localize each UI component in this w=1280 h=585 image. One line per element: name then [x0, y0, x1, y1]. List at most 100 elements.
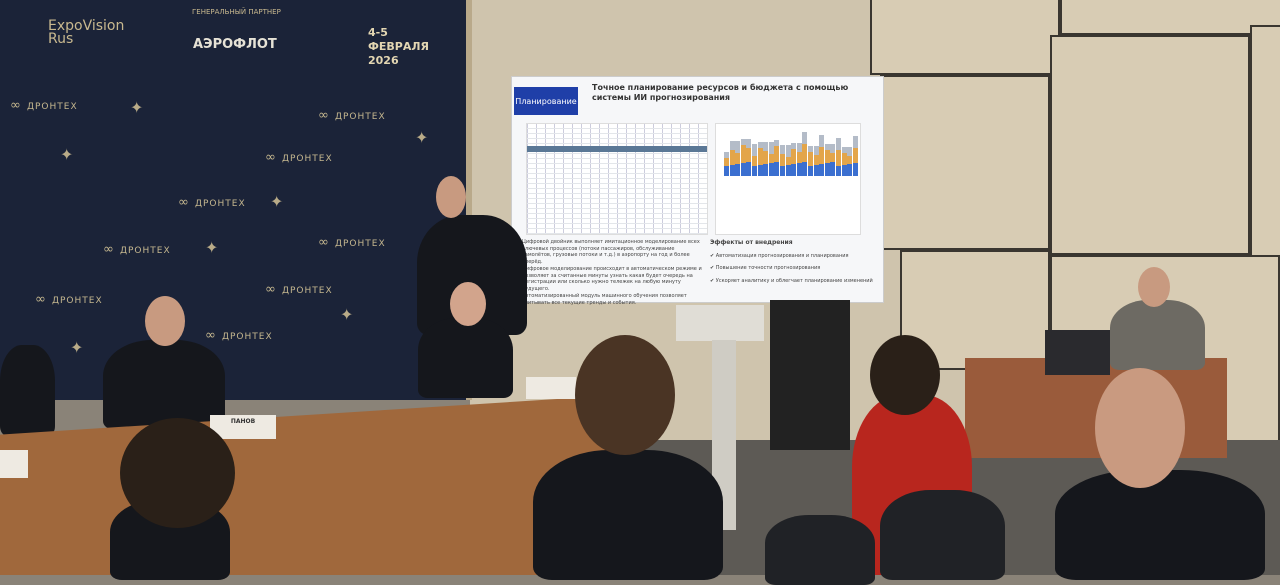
audience-member [1055, 470, 1265, 580]
forecast-table-image [526, 123, 708, 235]
drontex-logo: ДРОНТЕХ [103, 242, 171, 257]
chart-bar-segment [819, 147, 825, 164]
effect-item: ✔ Автоматизация прогнозирования и планир… [710, 252, 849, 259]
chart-bar-segment [768, 154, 774, 163]
person-head [436, 176, 466, 218]
person-panelist [103, 340, 225, 430]
chart-bar-segment [752, 144, 757, 156]
chart-bar-segment [763, 164, 769, 176]
person-head [145, 296, 185, 346]
chart-bar-segment [808, 152, 813, 166]
chart-bar-segment [724, 166, 729, 176]
chart-bar-segment [724, 152, 729, 158]
chart-bar-segment [802, 162, 808, 176]
press-wall-backdrop: ExpoVision Rus ГЕНЕРАЛЬНЫЙ ПАРТНЕР АЭРОФ… [0, 0, 472, 400]
chart-bar-segment [813, 165, 819, 176]
effect-text: Автоматизация прогнозирования и планиров… [715, 252, 849, 259]
chart-bar-segment [813, 155, 819, 165]
slide-paragraphs: Цифровой двойник выполняет имитационное … [522, 239, 704, 306]
chart-bar-segment [830, 162, 836, 176]
effects-list: Эффекты от внедрения ✔ Автоматизация про… [710, 239, 882, 284]
person-head [450, 282, 486, 326]
chart-bar-segment [774, 162, 780, 176]
chart-bar-segment [852, 148, 858, 163]
drontex-logo: ДРОНТЕХ [178, 195, 246, 210]
chart-bar-segment [847, 147, 853, 156]
audience-head [575, 335, 675, 455]
presentation-screen: Планирование Точное планирование ресурсо… [511, 76, 884, 306]
chart-bar-segment [768, 163, 774, 176]
slide-paragraph: Автоматизированный модуль машинного обуч… [522, 293, 687, 306]
drontex-logo: ДРОНТЕХ [265, 282, 333, 297]
effect-item: ✔ Ускоряет аналитику и облегчает планиро… [710, 277, 873, 284]
chart-bar-segment [780, 166, 785, 176]
wall-panel [1060, 0, 1280, 35]
person-panelist [0, 345, 55, 435]
chart-bar-segment [729, 165, 735, 176]
chart-bar-segment [841, 165, 847, 176]
chart-bar-segment [824, 163, 830, 176]
nameplate: ПАНОВ [210, 415, 276, 439]
chart-bar-segment [729, 141, 735, 150]
wall-panel [880, 75, 1050, 250]
chart-bar-segment [757, 165, 763, 176]
chart-bar-segment [785, 165, 791, 176]
lectern-stand [676, 305, 764, 341]
person-panelist [418, 318, 513, 398]
nameplate [0, 450, 28, 478]
chart-bar-segment [740, 145, 746, 163]
chart-bar-segment [802, 132, 808, 144]
stacked-bar-chart-image [715, 123, 861, 235]
aeroflot-logo: АЭРОФЛОТ [193, 37, 277, 52]
star-emblem-icon: ✦ [340, 305, 354, 324]
star-emblem-icon: ✦ [270, 192, 284, 211]
audience-head [120, 418, 235, 528]
effects-title: Эффекты от внедрения [710, 239, 793, 246]
drontex-logo: ДРОНТЕХ [205, 328, 273, 343]
chart-bar-segment [785, 145, 791, 157]
slide-paragraph: Цифровой двойник выполняет имитационное … [522, 239, 700, 265]
expovision-logo: ExpoVision Rus [48, 18, 125, 47]
chart-bar-segment [763, 142, 769, 151]
chart-bar-segment [830, 144, 836, 153]
chart-bar-segment [791, 143, 797, 149]
chart-bar-segment [852, 136, 858, 148]
chart-bar-segment [796, 163, 802, 176]
slide-tag: Планирование [514, 87, 578, 115]
chart-bar-segment [796, 143, 802, 152]
chart-bar-segment [819, 135, 825, 147]
chart-bar-segment [836, 138, 841, 150]
star-emblem-icon: ✦ [130, 98, 144, 117]
chart-bar-segment [757, 148, 763, 165]
chart-bar-segment [768, 142, 774, 154]
wall-panel [870, 0, 1060, 75]
drontex-logo: ДРОНТЕХ [318, 235, 386, 250]
chart-bar-segment [791, 149, 797, 164]
chart-bar-segment [774, 146, 780, 162]
chart-bar-segment [757, 142, 763, 148]
slide-title: Точное планирование ресурсов и бюджета с… [592, 83, 849, 102]
chart-bar-segment [847, 156, 853, 164]
chart-bar-segment [724, 158, 729, 166]
drontex-logo: ДРОНТЕХ [35, 292, 103, 307]
chart-bar-segment [763, 151, 769, 164]
wall-panel [1250, 25, 1280, 265]
chart-bar-segment [752, 156, 757, 166]
screen-stand-back [770, 300, 850, 450]
chart-bar-segment [830, 153, 836, 162]
chart-bar-segment [813, 146, 819, 155]
drontex-logo: ДРОНТЕХ [265, 150, 333, 165]
chart-bar-segment [852, 163, 858, 176]
effect-text: Повышение точности прогнозирования [715, 265, 821, 271]
drontex-logo: ДРОНТЕХ [318, 108, 386, 123]
chair [880, 490, 1005, 580]
audience-head [1095, 368, 1185, 488]
chart-bar-segment [752, 166, 757, 176]
star-emblem-icon: ✦ [60, 145, 74, 164]
chart-bar-segment [746, 139, 752, 148]
star-emblem-icon: ✦ [415, 128, 429, 147]
chart-bar-segment [841, 147, 847, 153]
drontex-logo: ДРОНТЕХ [10, 98, 78, 113]
effect-text: Ускоряет аналитику и облегчает планирова… [715, 277, 873, 284]
effect-item: ✔ Повышение точности прогнозирования [710, 265, 821, 271]
